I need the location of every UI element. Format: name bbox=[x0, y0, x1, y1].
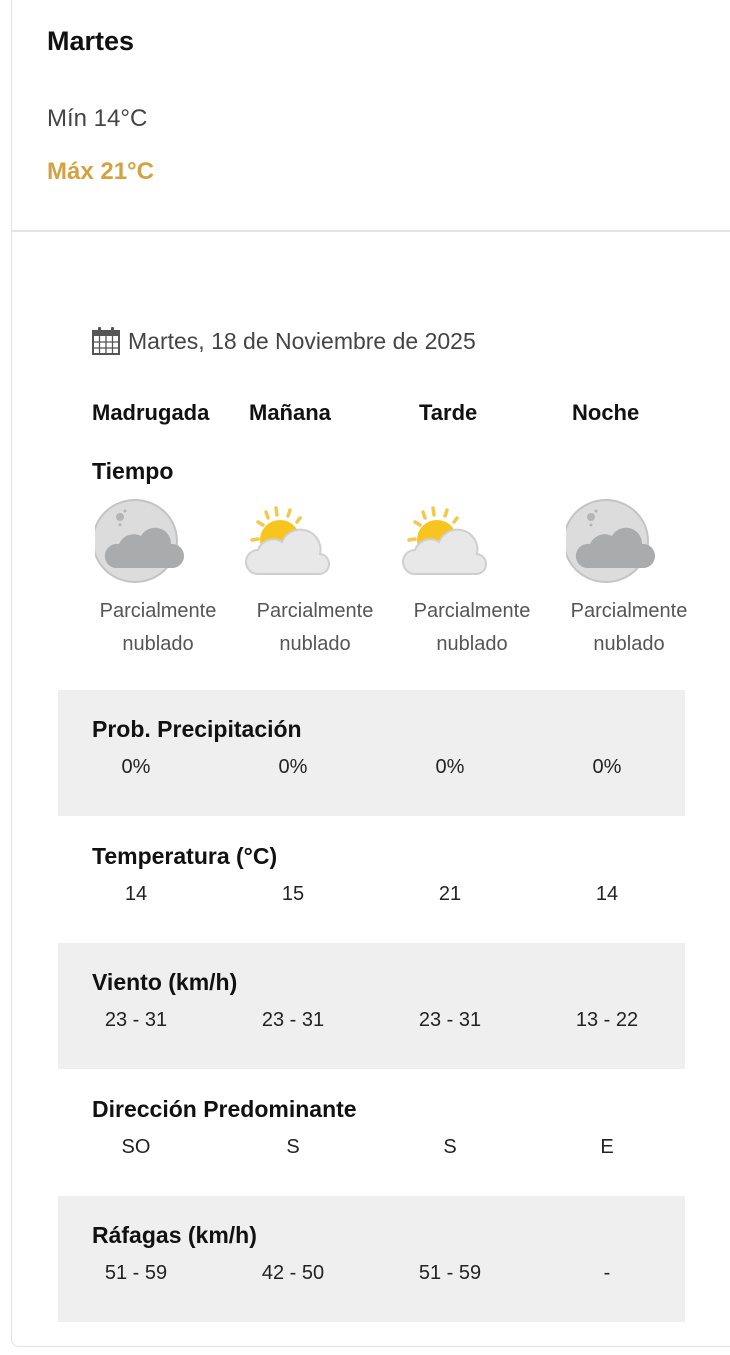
day-name: Martes bbox=[47, 26, 135, 56]
day-summary[interactable]: Martes Mín 14°C Máx 21°C bbox=[12, 0, 730, 232]
calendar-icon bbox=[92, 327, 120, 355]
row-value: 13 - 22 bbox=[575, 1009, 639, 1031]
row-value: 51 - 59 bbox=[418, 1262, 482, 1284]
forecast-date: Martes, 18 de Noviembre de 2025 bbox=[91, 326, 476, 356]
description-line2: nublado bbox=[279, 633, 351, 655]
weather-description: Parcialmente nublado bbox=[88, 595, 228, 661]
moon-cloud-icon bbox=[92, 498, 187, 584]
row-title: Temperatura (°C) bbox=[92, 842, 278, 869]
row-value: 23 - 31 bbox=[261, 1009, 325, 1031]
sun-cloud-icon bbox=[244, 498, 336, 584]
description-line1: Parcialmente bbox=[570, 600, 688, 622]
weather-description: Parcialmente nublado bbox=[559, 595, 699, 661]
description-line2: nublado bbox=[436, 633, 508, 655]
period-noche: Noche bbox=[572, 400, 640, 425]
forecast-row: Dirección Predominante SO S S E bbox=[58, 1070, 685, 1196]
weather-description: Parcialmente nublado bbox=[245, 595, 385, 661]
row-value: 0% bbox=[592, 756, 622, 778]
row-title: Prob. Precipitación bbox=[92, 716, 302, 742]
description-line2: nublado bbox=[593, 633, 665, 655]
row-value: 15 bbox=[281, 882, 305, 905]
row-value: S bbox=[443, 1135, 457, 1158]
row-value: 14 bbox=[124, 882, 148, 905]
max-temp: Máx 21°C bbox=[47, 158, 154, 185]
row-title: Ráfagas (km/h) bbox=[92, 1222, 257, 1248]
row-value: E bbox=[600, 1135, 614, 1158]
description-line2: nublado bbox=[122, 633, 194, 655]
row-value: 0% bbox=[278, 756, 308, 778]
period-headers: Madrugada Mañana Tarde Noche bbox=[0, 400, 730, 430]
row-value: 23 - 31 bbox=[104, 1009, 168, 1031]
forecast-card bbox=[11, 0, 730, 1347]
period-tarde: Tarde bbox=[419, 400, 478, 425]
description-line1: Parcialmente bbox=[99, 600, 217, 622]
row-value: - bbox=[603, 1262, 611, 1284]
moon-cloud-icon bbox=[563, 498, 658, 584]
description-line1: Parcialmente bbox=[413, 600, 531, 622]
min-temp: Mín 14°C bbox=[47, 105, 148, 132]
forecast-row: Prob. Precipitación 0% 0% 0% 0% bbox=[58, 690, 685, 816]
row-value: 0% bbox=[121, 756, 151, 778]
date-text: Martes, 18 de Noviembre de 2025 bbox=[128, 327, 476, 354]
forecast-row: Ráfagas (km/h) 51 - 59 42 - 50 51 - 59 - bbox=[58, 1196, 685, 1322]
weather-description: Parcialmente nublado bbox=[402, 595, 542, 661]
forecast-row: Temperatura (°C) 14 15 21 14 bbox=[58, 817, 685, 943]
row-title: Dirección Predominante bbox=[92, 1095, 357, 1122]
row-value: SO bbox=[121, 1135, 151, 1158]
row-value: 23 - 31 bbox=[418, 1009, 482, 1031]
weather-title: Tiempo bbox=[92, 458, 174, 484]
row-value: 14 bbox=[595, 882, 619, 905]
period-manana: Mañana bbox=[249, 400, 331, 425]
row-value: 21 bbox=[438, 882, 462, 905]
sun-cloud-icon bbox=[401, 498, 493, 584]
forecast-row: Viento (km/h) 23 - 31 23 - 31 23 - 31 13 - 2… bbox=[58, 943, 685, 1069]
row-title: Viento (km/h) bbox=[92, 969, 238, 995]
description-line1: Parcialmente bbox=[256, 600, 374, 622]
row-value: 42 - 50 bbox=[261, 1262, 325, 1284]
row-value: 51 - 59 bbox=[104, 1262, 168, 1284]
row-value: 0% bbox=[435, 756, 465, 778]
period-madrugada: Madrugada bbox=[92, 400, 210, 425]
row-value: S bbox=[286, 1135, 300, 1158]
